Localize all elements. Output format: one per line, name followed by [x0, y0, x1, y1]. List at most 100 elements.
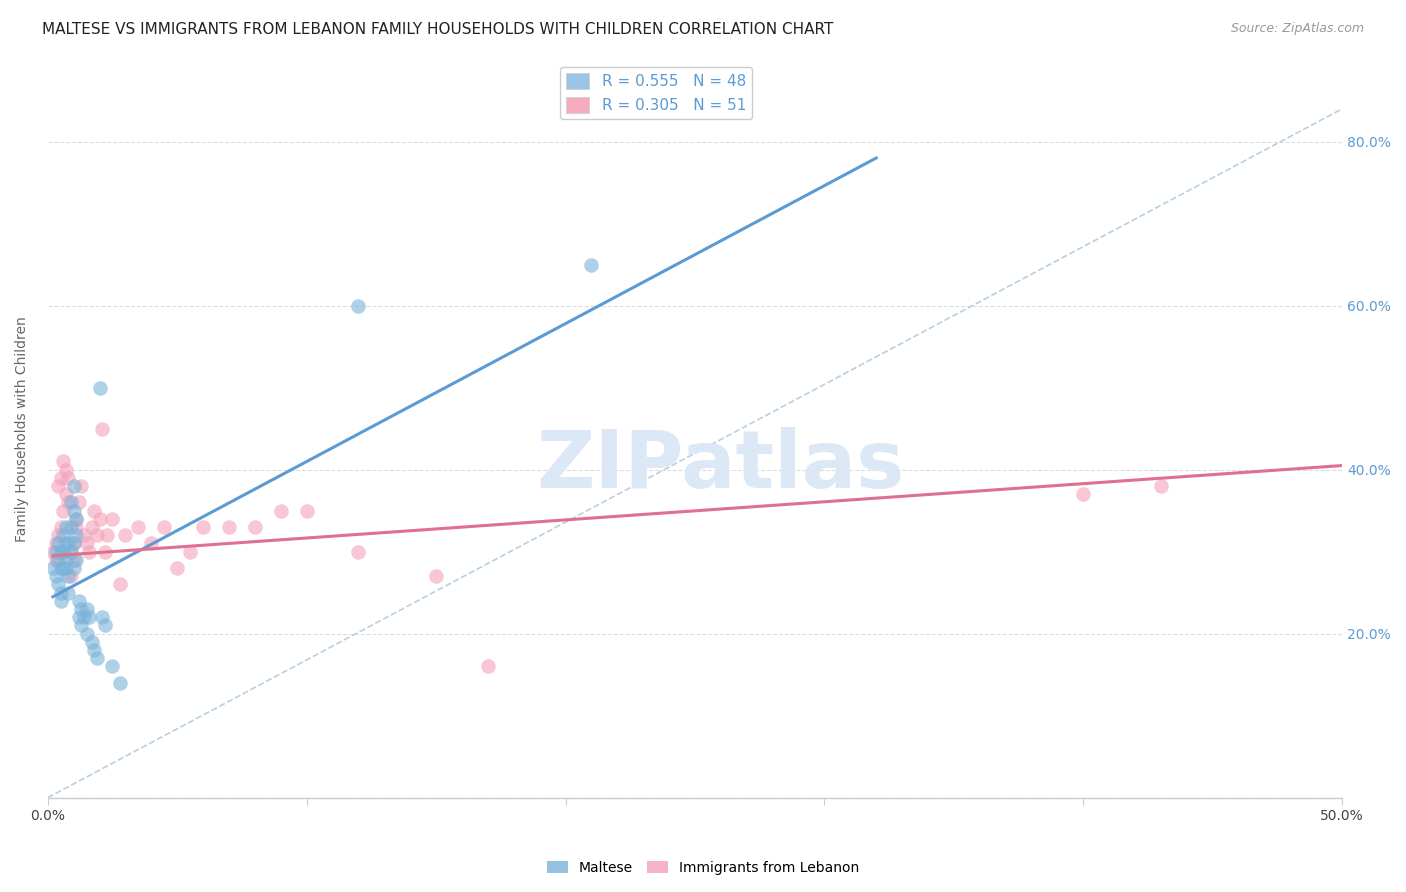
- Point: [70, 479, 93, 493]
- Point: [62, 553, 84, 567]
- Point: [67, 495, 90, 509]
- Point: [46, 528, 69, 542]
- Text: Source: ZipAtlas.com: Source: ZipAtlas.com: [1230, 22, 1364, 36]
- Point: [166, 561, 188, 575]
- Point: [52, 528, 75, 542]
- Point: [62, 536, 84, 550]
- Point: [86, 651, 108, 665]
- Point: [110, 676, 132, 690]
- Point: [60, 544, 83, 558]
- Point: [114, 528, 136, 542]
- Point: [93, 618, 115, 632]
- Point: [83, 643, 105, 657]
- Point: [60, 520, 83, 534]
- Point: [77, 544, 100, 558]
- Point: [55, 487, 77, 501]
- Point: [65, 512, 87, 526]
- Point: [62, 503, 84, 517]
- Point: [44, 544, 66, 558]
- Point: [46, 577, 69, 591]
- Point: [91, 422, 114, 436]
- Point: [55, 561, 77, 575]
- Point: [58, 585, 80, 599]
- Point: [70, 618, 93, 632]
- Point: [76, 602, 98, 616]
- Point: [347, 544, 370, 558]
- Point: [80, 635, 103, 649]
- Point: [49, 594, 72, 608]
- Point: [55, 520, 77, 534]
- Point: [67, 610, 90, 624]
- Point: [49, 561, 72, 575]
- Point: [77, 610, 100, 624]
- Point: [49, 471, 72, 485]
- Point: [141, 536, 163, 550]
- Point: [70, 602, 93, 616]
- Point: [49, 544, 72, 558]
- Point: [52, 561, 75, 575]
- Point: [73, 528, 96, 542]
- Point: [44, 553, 66, 567]
- Point: [60, 495, 83, 509]
- Point: [49, 520, 72, 534]
- Point: [52, 544, 75, 558]
- Point: [243, 520, 266, 534]
- Point: [55, 536, 77, 550]
- Point: [127, 520, 149, 534]
- Point: [86, 528, 108, 542]
- Y-axis label: Family Households with Children: Family Households with Children: [15, 316, 30, 541]
- Point: [46, 536, 69, 550]
- Point: [295, 503, 318, 517]
- Point: [62, 536, 84, 550]
- Point: [42, 561, 65, 575]
- Text: MALTESE VS IMMIGRANTS FROM LEBANON FAMILY HOUSEHOLDS WITH CHILDREN CORRELATION C: MALTESE VS IMMIGRANTS FROM LEBANON FAMIL…: [42, 22, 834, 37]
- Point: [58, 495, 80, 509]
- Point: [65, 528, 87, 542]
- Point: [62, 561, 84, 575]
- Point: [110, 577, 132, 591]
- Point: [101, 512, 124, 526]
- Point: [179, 544, 201, 558]
- Point: [80, 520, 103, 534]
- Point: [89, 512, 111, 526]
- Point: [218, 520, 240, 534]
- Point: [49, 544, 72, 558]
- Point: [101, 659, 124, 673]
- Point: [52, 503, 75, 517]
- Point: [52, 454, 75, 468]
- Point: [347, 299, 370, 313]
- Point: [52, 544, 75, 558]
- Legend: Maltese, Immigrants from Lebanon: Maltese, Immigrants from Lebanon: [541, 855, 865, 880]
- Point: [93, 544, 115, 558]
- Point: [55, 463, 77, 477]
- Point: [65, 512, 87, 526]
- Point: [1150, 479, 1173, 493]
- Point: [60, 544, 83, 558]
- Point: [42, 544, 65, 558]
- Point: [1073, 487, 1095, 501]
- Point: [76, 536, 98, 550]
- Point: [46, 553, 69, 567]
- Point: [60, 569, 83, 583]
- Point: [89, 381, 111, 395]
- Point: [55, 553, 77, 567]
- Point: [65, 553, 87, 567]
- Text: ZIPatlas: ZIPatlas: [537, 426, 905, 505]
- Point: [44, 536, 66, 550]
- Point: [153, 520, 176, 534]
- Legend: R = 0.555   N = 48, R = 0.305   N = 51: R = 0.555 N = 48, R = 0.305 N = 51: [561, 67, 752, 119]
- Point: [96, 528, 118, 542]
- Point: [58, 536, 80, 550]
- Point: [191, 520, 214, 534]
- Point: [76, 626, 98, 640]
- Point: [58, 569, 80, 583]
- Point: [581, 258, 603, 272]
- Point: [46, 479, 69, 493]
- Point: [44, 569, 66, 583]
- Point: [91, 610, 114, 624]
- Point: [65, 520, 87, 534]
- Point: [83, 503, 105, 517]
- Point: [62, 479, 84, 493]
- Point: [49, 585, 72, 599]
- Point: [73, 610, 96, 624]
